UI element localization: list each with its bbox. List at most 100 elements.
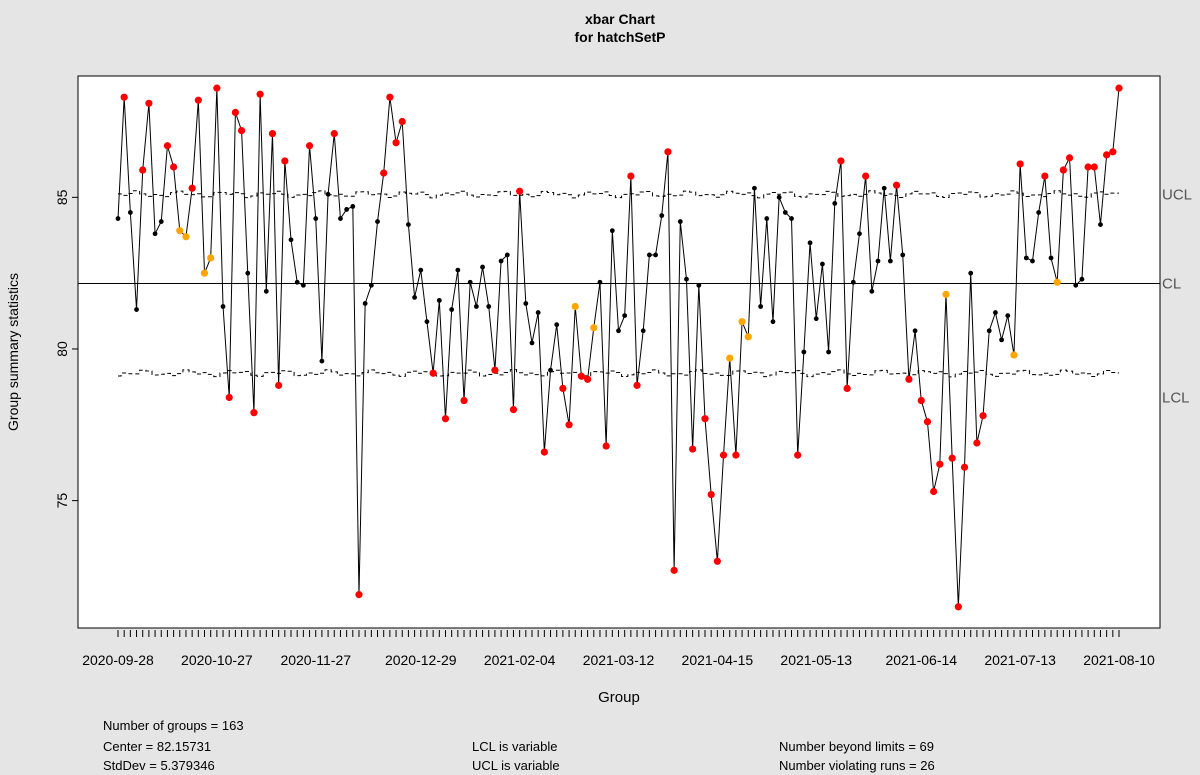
data-point bbox=[1023, 255, 1029, 261]
data-point-beyond-limits bbox=[380, 169, 388, 177]
data-point bbox=[752, 185, 757, 191]
data-point bbox=[912, 328, 918, 334]
data-point bbox=[473, 304, 479, 309]
stat-violating-runs: Number violating runs = 26 bbox=[779, 758, 935, 773]
data-point bbox=[900, 252, 906, 258]
data-point bbox=[548, 367, 553, 373]
y-axis-label: Group summary statistics bbox=[5, 273, 21, 431]
data-point bbox=[288, 237, 294, 243]
data-point bbox=[294, 279, 300, 285]
data-point-beyond-limits bbox=[1090, 163, 1098, 171]
x-axis-label: Group bbox=[598, 689, 640, 706]
plot-area bbox=[77, 75, 1161, 629]
chart-title: xbar Chart bbox=[585, 11, 655, 27]
y-tick-label: 80 bbox=[54, 341, 70, 357]
data-point bbox=[696, 282, 702, 288]
data-point bbox=[529, 340, 535, 346]
data-point-beyond-limits bbox=[398, 117, 406, 126]
data-point bbox=[659, 213, 665, 218]
data-point-violating-run bbox=[1053, 278, 1061, 286]
data-point-beyond-limits bbox=[973, 439, 981, 447]
data-point-beyond-limits bbox=[170, 163, 178, 171]
data-point bbox=[986, 328, 992, 334]
cl-label: CL bbox=[1162, 276, 1181, 293]
data-point bbox=[881, 185, 887, 191]
data-point bbox=[857, 231, 862, 237]
data-point-beyond-limits bbox=[565, 421, 573, 429]
data-point-beyond-limits bbox=[670, 566, 678, 574]
data-point-beyond-limits bbox=[732, 451, 740, 459]
x-tick-label: 2020-09-28 bbox=[82, 652, 154, 668]
data-point-beyond-limits bbox=[843, 384, 851, 392]
data-point bbox=[344, 207, 350, 212]
data-point-beyond-limits bbox=[540, 448, 548, 456]
data-point-beyond-limits bbox=[213, 84, 221, 92]
data-point-beyond-limits bbox=[719, 451, 728, 459]
data-point-beyond-limits bbox=[954, 603, 962, 611]
data-point bbox=[1079, 276, 1085, 282]
ucl-line bbox=[118, 190, 1119, 199]
data-point-violating-run bbox=[176, 227, 184, 235]
data-point bbox=[764, 216, 770, 221]
data-point bbox=[1005, 313, 1011, 319]
data-point bbox=[300, 282, 306, 288]
data-point bbox=[813, 316, 819, 322]
data-point-beyond-limits bbox=[281, 157, 289, 165]
data-point bbox=[368, 282, 374, 288]
y-tick-label: 85 bbox=[54, 189, 70, 205]
data-point bbox=[220, 304, 226, 309]
data-point-violating-run bbox=[1010, 351, 1018, 359]
data-point bbox=[152, 231, 158, 237]
data-point-beyond-limits bbox=[689, 445, 697, 453]
data-point bbox=[999, 337, 1004, 343]
data-point-beyond-limits bbox=[392, 139, 400, 147]
data-point-beyond-limits bbox=[1065, 154, 1074, 162]
data-point-beyond-limits bbox=[862, 172, 870, 180]
data-point bbox=[1030, 258, 1035, 264]
data-point bbox=[313, 216, 319, 221]
data-point-beyond-limits bbox=[713, 557, 721, 565]
data-point bbox=[640, 328, 646, 334]
data-point-beyond-limits bbox=[225, 393, 233, 402]
data-point-beyond-limits bbox=[429, 369, 437, 377]
data-point-beyond-limits bbox=[441, 415, 450, 423]
x-tick-label: 2020-12-29 bbox=[385, 652, 457, 668]
data-point bbox=[504, 252, 510, 258]
data-point bbox=[677, 219, 683, 224]
data-point-beyond-limits bbox=[633, 381, 641, 389]
ucl-label: UCL bbox=[1162, 186, 1192, 203]
data-point bbox=[684, 276, 689, 282]
data-point-beyond-limits bbox=[584, 375, 592, 383]
data-point bbox=[424, 319, 430, 325]
data-point-beyond-limits bbox=[275, 381, 283, 389]
stat-center: Center = 82.15731 bbox=[103, 739, 212, 754]
data-point-beyond-limits bbox=[1059, 166, 1067, 174]
data-point bbox=[1073, 282, 1079, 288]
data-point-violating-run bbox=[571, 302, 579, 311]
data-point-beyond-limits bbox=[930, 487, 938, 496]
data-point bbox=[646, 252, 652, 258]
x-tick-label: 2021-05-13 bbox=[780, 652, 852, 668]
data-point bbox=[350, 204, 356, 209]
data-point bbox=[486, 304, 492, 309]
x-tick-label: 2020-11-27 bbox=[280, 652, 351, 668]
x-tick-label: 2021-06-14 bbox=[885, 652, 957, 668]
data-point bbox=[498, 258, 504, 264]
data-point bbox=[820, 261, 825, 267]
data-point-beyond-limits bbox=[602, 442, 610, 450]
data-point-beyond-limits bbox=[1016, 160, 1024, 168]
data-point bbox=[115, 216, 121, 221]
data-point-beyond-limits bbox=[305, 142, 314, 150]
data-point bbox=[319, 358, 325, 364]
y-tick-label: 75 bbox=[54, 493, 70, 509]
x-tick-label: 2021-03-12 bbox=[583, 652, 655, 668]
lcl-line bbox=[118, 369, 1119, 378]
data-point bbox=[782, 210, 788, 215]
data-point bbox=[801, 349, 807, 355]
data-point-beyond-limits bbox=[948, 454, 956, 462]
data-point bbox=[597, 279, 603, 285]
data-point bbox=[875, 258, 881, 264]
data-point bbox=[449, 307, 455, 312]
data-point-beyond-limits bbox=[163, 142, 172, 150]
